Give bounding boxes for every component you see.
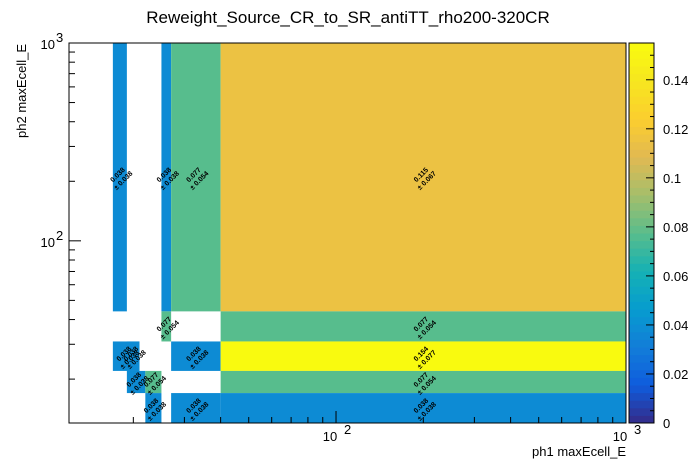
colorbar: 0 0.02 0.04 0.06 0.08 0.1 0.12 0.14	[628, 42, 688, 431]
colorbar-swatch	[629, 50, 654, 59]
colorbar-swatch	[629, 164, 654, 173]
heatmap-cell	[171, 341, 221, 371]
colorbar-swatch	[629, 134, 654, 143]
colorbar-swatch	[629, 362, 654, 371]
colorbar-swatch	[629, 225, 654, 234]
colorbar-swatch	[629, 293, 654, 302]
colorbar-frame	[628, 42, 655, 424]
colorbar-swatch	[629, 141, 654, 150]
x-tick-exponent: 2	[344, 422, 351, 437]
colorbar-swatch	[629, 415, 654, 424]
colorbar-swatch	[629, 73, 654, 82]
plot-frame	[68, 42, 627, 424]
colorbar-swatch	[629, 172, 654, 181]
y-axis-label: ph2 maxEcell_E	[14, 44, 29, 138]
colorbar-swatch	[629, 187, 654, 196]
colorbar-swatch	[629, 179, 654, 188]
heatmap-cell	[161, 43, 172, 312]
colorbar-swatch	[629, 263, 654, 272]
x-axis-label: ph1 maxEcell_E	[532, 444, 626, 459]
colorbar-swatch	[629, 157, 654, 166]
x-tick-label: 10	[323, 429, 337, 444]
heatmap-cells	[112, 43, 627, 423]
colorbar-swatch	[629, 369, 654, 378]
x-tick-label: 10	[613, 429, 627, 444]
heatmap-cell	[220, 370, 627, 394]
heatmap-cell	[145, 393, 162, 423]
colorbar-tick-label: 0.1	[663, 171, 681, 186]
colorbar-swatch	[629, 377, 654, 386]
colorbar-swatch	[629, 324, 654, 333]
colorbar-swatch	[629, 81, 654, 90]
colorbar-swatch	[629, 255, 654, 264]
heatmap-cell	[112, 43, 127, 312]
colorbar-swatch	[629, 65, 654, 74]
y-tick-exponent: 2	[56, 228, 63, 243]
colorbar-swatch	[629, 248, 654, 257]
colorbar-swatch	[629, 354, 654, 363]
heatmap-cell	[126, 341, 140, 371]
colorbar-tick-label: 0.12	[663, 122, 688, 137]
colorbar-swatch	[629, 96, 654, 105]
heatmap-cell	[220, 43, 627, 312]
colorbar-swatch	[629, 119, 654, 128]
colorbar-swatch	[629, 103, 654, 112]
colorbar-tick-label: 0.04	[663, 318, 688, 333]
colorbar-swatch	[629, 111, 654, 120]
heatmap-cell	[145, 370, 162, 394]
colorbar-tick-label: 0.02	[663, 367, 688, 382]
heatmap-cell	[220, 341, 627, 371]
colorbar-swatch	[629, 316, 654, 325]
colorbar-swatch	[629, 126, 654, 135]
colorbar-swatch	[629, 58, 654, 67]
colorbar-swatch	[629, 210, 654, 219]
y-tick-label: 10	[41, 235, 55, 250]
y-tick-exponent: 3	[56, 30, 63, 45]
colorbar-tick-label: 0.06	[663, 269, 688, 284]
colorbar-swatch	[629, 339, 654, 348]
colorbar-swatch	[629, 195, 654, 204]
colorbar-swatch	[629, 271, 654, 280]
colorbar-swatch	[629, 88, 654, 97]
colorbar-swatch	[629, 309, 654, 318]
x-axis-ticks: 10 2 10 3	[132, 411, 641, 444]
heatmap-cell	[220, 311, 627, 342]
y-tick-label: 10	[41, 37, 55, 52]
colorbar-swatch	[629, 202, 654, 211]
colorbar-swatch	[629, 400, 654, 409]
colorbar-swatch	[629, 331, 654, 340]
chart-title: Reweight_Source_CR_to_SR_antiTT_rho200-3…	[146, 8, 550, 27]
colorbar-tick-label: 0.08	[663, 220, 688, 235]
x-tick-exponent: 3	[634, 422, 641, 437]
colorbar-tick-label: 0.14	[663, 73, 688, 88]
colorbar-swatch	[629, 301, 654, 310]
heatmap-cell	[126, 370, 146, 394]
colorbar-swatch	[629, 385, 654, 394]
colorbar-swatch	[629, 217, 654, 226]
heatmap-cell	[171, 393, 221, 423]
colorbar-swatch	[629, 43, 654, 52]
colorbar-swatch	[629, 233, 654, 242]
colorbar-swatch	[629, 278, 654, 287]
colorbar-tick-label: 0	[663, 416, 670, 431]
heatmap-cell	[161, 311, 172, 342]
colorbar-swatch	[629, 286, 654, 295]
colorbar-swatch	[629, 149, 654, 158]
heatmap-cell	[171, 43, 221, 312]
colorbar-swatch	[629, 347, 654, 356]
colorbar-swatch	[629, 407, 654, 416]
colorbar-swatch	[629, 392, 654, 401]
colorbar-swatch	[629, 240, 654, 249]
